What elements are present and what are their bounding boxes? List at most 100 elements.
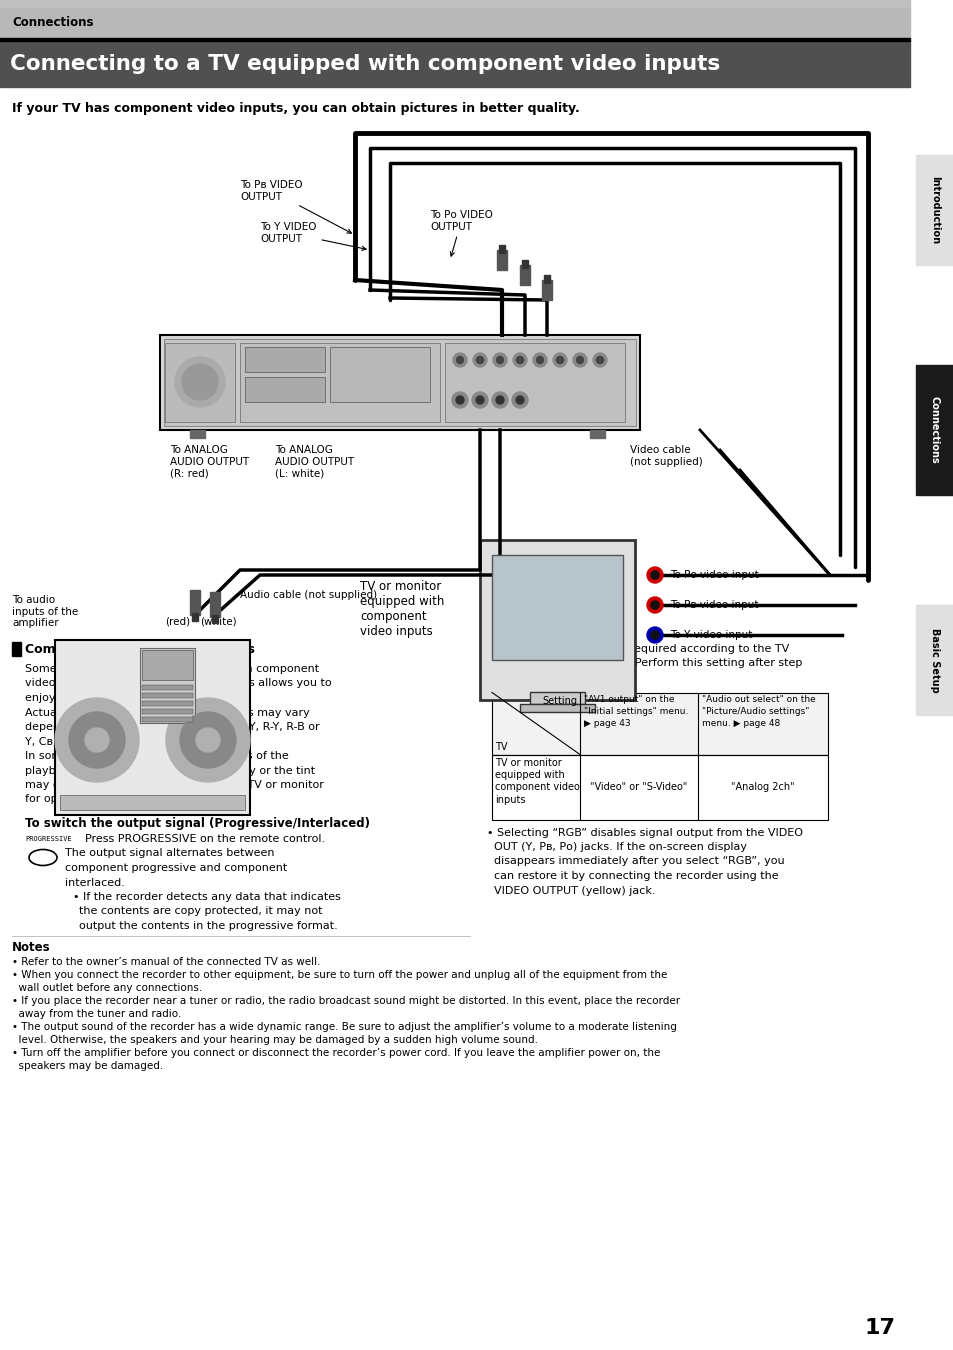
Bar (142, 701, 193, 706)
Bar (492, 755, 827, 819)
Bar (140, 648, 194, 724)
Text: interlaced.: interlaced. (65, 878, 125, 887)
Text: • When you connect the recorder to other equipment, be sure to turn off the powe: • When you connect the recorder to other… (12, 971, 667, 980)
Text: TV or monitor
equipped with
component
video inputs: TV or monitor equipped with component vi… (359, 580, 444, 639)
Text: component progressive and component: component progressive and component (65, 863, 287, 873)
Text: To Pʙ VIDEO
OUTPUT: To Pʙ VIDEO OUTPUT (240, 180, 351, 234)
Bar (444, 343, 624, 423)
Text: • The following setting is required according to the TV: • The following setting is required acco… (486, 644, 788, 653)
Text: Connecting to a TV equipped with component video inputs: Connecting to a TV equipped with compone… (10, 54, 720, 74)
Text: To Y video input: To Y video input (669, 630, 752, 640)
Circle shape (536, 356, 543, 363)
Text: that you are connecting. Perform this setting after step: that you are connecting. Perform this se… (486, 659, 801, 668)
Text: To switch the output signal (Progressive/Interlaced): To switch the output signal (Progressive… (25, 817, 370, 830)
Circle shape (576, 356, 583, 363)
Circle shape (456, 356, 463, 363)
Text: If your TV has component video inputs, you can obtain pictures in better quality: If your TV has component video inputs, y… (12, 103, 579, 115)
Bar (142, 709, 193, 714)
Bar (142, 717, 193, 722)
Circle shape (512, 392, 527, 408)
Circle shape (69, 711, 125, 768)
Bar (164, 339, 636, 427)
Text: "Analog 2ch": "Analog 2ch" (730, 782, 794, 792)
Text: Press PROGRESSIVE on the remote control.: Press PROGRESSIVE on the remote control. (85, 834, 325, 844)
Bar (245, 347, 325, 373)
Text: To audio
inputs of the
amplifier: To audio inputs of the amplifier (12, 595, 78, 628)
Text: OUT (Y, Pʙ, Pᴏ) jacks. If the on-screen display: OUT (Y, Pʙ, Pᴏ) jacks. If the on-screen … (486, 842, 746, 852)
Circle shape (476, 396, 483, 404)
Bar (0, 8, 909, 38)
Bar (498, 244, 504, 252)
Circle shape (456, 396, 463, 404)
Circle shape (646, 567, 662, 583)
Text: wall outlet before any connections.: wall outlet before any connections. (12, 983, 202, 994)
Bar (245, 377, 325, 402)
Text: • If the recorder detects any data that indicates: • If the recorder detects any data that … (73, 892, 340, 902)
Circle shape (646, 626, 662, 643)
Text: output the contents in the progressive format.: output the contents in the progressive f… (79, 921, 337, 931)
Bar (210, 593, 220, 617)
Text: 4 (▶ page 15).: 4 (▶ page 15). (486, 674, 574, 683)
Circle shape (55, 698, 139, 782)
Circle shape (496, 356, 503, 363)
Circle shape (85, 728, 109, 752)
Text: (white): (white) (199, 617, 236, 626)
Text: Notes: Notes (12, 941, 51, 954)
Text: Connections: Connections (929, 396, 939, 464)
Text: VIDEO OUTPUT (yellow) jack.: VIDEO OUTPUT (yellow) jack. (486, 886, 655, 895)
Bar (0, 40, 909, 86)
Bar (915, 364, 953, 495)
Text: To Pᴏ video input: To Pᴏ video input (669, 570, 758, 580)
Circle shape (650, 571, 659, 579)
Text: • The output sound of the recorder has a wide dynamic range. Be sure to adjust t: • The output sound of the recorder has a… (12, 1022, 677, 1031)
Bar (0, 0, 909, 8)
Bar (240, 343, 439, 423)
Circle shape (476, 356, 483, 363)
Text: enjoy higher quality picture playback.: enjoy higher quality picture playback. (25, 693, 236, 703)
Text: • Turn off the amplifier before you connect or disconnect the recorder’s power c: • Turn off the amplifier before you conn… (12, 1048, 659, 1058)
Bar (160, 335, 639, 431)
Bar (543, 275, 550, 284)
Text: To ANALOG
AUDIO OUTPUT
(L: white): To ANALOG AUDIO OUTPUT (L: white) (274, 446, 354, 478)
Circle shape (516, 396, 523, 404)
Text: The output signal alternates between: The output signal alternates between (65, 849, 274, 859)
Circle shape (516, 356, 523, 363)
Bar (492, 555, 622, 660)
Bar (479, 540, 635, 701)
Bar (521, 261, 527, 269)
Circle shape (533, 352, 546, 367)
Text: playback picture may be reduced slightly or the tint: playback picture may be reduced slightly… (25, 765, 314, 775)
Circle shape (195, 728, 220, 752)
Circle shape (593, 352, 606, 367)
Bar (519, 265, 530, 285)
Circle shape (646, 597, 662, 613)
Bar (142, 693, 193, 698)
Text: level. Otherwise, the speakers and your hearing may be damaged by a sudden high : level. Otherwise, the speakers and your … (12, 1035, 537, 1045)
Bar (165, 343, 234, 423)
Bar (142, 649, 193, 680)
Circle shape (174, 356, 225, 406)
Bar (497, 250, 506, 270)
Text: • Selecting “RGB” disables signal output from the VIDEO: • Selecting “RGB” disables signal output… (486, 828, 802, 837)
Text: • Refer to the owner’s manual of the connected TV as well.: • Refer to the owner’s manual of the con… (12, 957, 320, 967)
Text: "Video" or "S-Video": "Video" or "S-Video" (590, 782, 687, 792)
Text: 17: 17 (863, 1318, 895, 1338)
Circle shape (573, 352, 586, 367)
Text: To ANALOG
AUDIO OUTPUT
(R: red): To ANALOG AUDIO OUTPUT (R: red) (170, 446, 249, 478)
Bar (541, 279, 552, 300)
Text: away from the tuner and radio.: away from the tuner and radio. (12, 1008, 181, 1019)
Text: Connections: Connections (12, 16, 93, 30)
Text: the contents are copy protected, it may not: the contents are copy protected, it may … (79, 906, 322, 917)
Bar (530, 693, 584, 703)
Text: can restore it by connecting the recorder using the: can restore it by connecting the recorde… (486, 871, 778, 882)
Bar (519, 703, 595, 711)
Circle shape (496, 396, 503, 404)
Circle shape (553, 352, 566, 367)
Text: PROGRESSIVE: PROGRESSIVE (25, 836, 71, 842)
Text: Component video outputs/inputs: Component video outputs/inputs (25, 643, 254, 656)
Bar (330, 347, 430, 402)
Text: TV: TV (495, 741, 507, 752)
Circle shape (493, 352, 506, 367)
Text: In some TVs or monitors, the color levels of the: In some TVs or monitors, the color level… (25, 751, 289, 761)
Text: TV or monitor
equipped with
component video
inputs: TV or monitor equipped with component vi… (495, 757, 579, 805)
